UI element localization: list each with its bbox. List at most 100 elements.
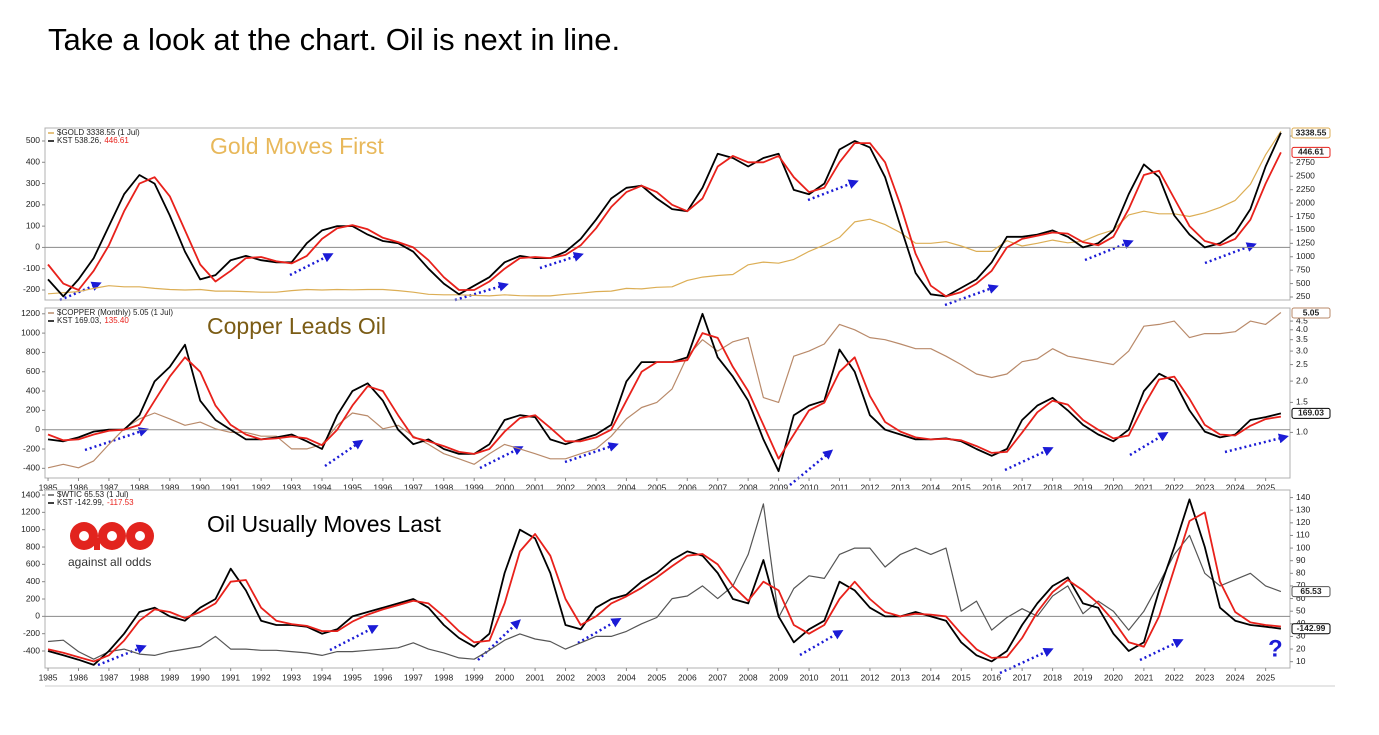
y-tick-label: 600 [26, 366, 40, 376]
x-tick-label: 2000 [495, 672, 514, 682]
legend-label: $GOLD 3338.55 (1 Jul) [57, 128, 140, 137]
slide-title: Take a look at the chart. Oil is next in… [48, 22, 620, 57]
x-tick-label: 2002 [556, 672, 575, 682]
x-tick-label: 2015 [952, 672, 971, 682]
y2-tick-label: 1750 [1296, 211, 1315, 221]
x-tick-label: 2007 [708, 482, 727, 492]
y-tick-label: 0 [35, 611, 40, 621]
y2-tick-label: 90 [1296, 555, 1306, 565]
y2-tick-label: 1000 [1296, 251, 1315, 261]
y2-tick-label: 30 [1296, 631, 1306, 641]
y-tick-label: 400 [26, 157, 40, 167]
y-tick-label: 200 [26, 199, 40, 209]
x-tick-label: 2004 [617, 672, 636, 682]
y2-tick-label: 2750 [1296, 157, 1315, 167]
x-tick-label: 2012 [860, 672, 879, 682]
x-tick-label: 2016 [982, 672, 1001, 682]
trend-arrows [59, 179, 1289, 675]
x-tick-label: 1987 [99, 672, 118, 682]
x-tick-label: 2012 [860, 482, 879, 492]
end-label-box [1291, 586, 1331, 598]
series-line [47, 498, 1282, 666]
end-label: 5.05 [1303, 307, 1320, 317]
x-tick-label: 2020 [1104, 482, 1123, 492]
legend-label: KST 538.26, 446.61 [57, 136, 129, 145]
x-tick-label: 1993 [282, 672, 301, 682]
y-tick-label: 1000 [21, 524, 40, 534]
y-tick-label: 0 [35, 424, 40, 434]
y2-tick-label: 70 [1296, 580, 1306, 590]
x-tick-label: 1993 [282, 482, 301, 492]
legend-label: 135.40 [104, 316, 129, 325]
legend-label: 446.61 [104, 136, 129, 145]
x-tick-label: 1986 [69, 672, 88, 682]
y2-tick-label: 100 [1296, 542, 1310, 552]
x-tick-label: 1990 [191, 482, 210, 492]
y2-tick-label: 80 [1296, 568, 1306, 578]
y-tick-label: 500 [26, 135, 40, 145]
y-tick-label: -400 [23, 645, 40, 655]
y-tick-label: 1000 [21, 327, 40, 337]
y-tick-label: 400 [26, 576, 40, 586]
y-tick-label: 800 [26, 541, 40, 551]
logo: against all odds [68, 522, 154, 569]
x-tick-label: 1998 [434, 482, 453, 492]
x-tick-label: 1996 [373, 482, 392, 492]
y2-tick-label: 500 [1296, 278, 1310, 288]
panel-frame [44, 307, 1291, 479]
x-tick-label: 2025 [1256, 482, 1275, 492]
y-tick-label: 1200 [21, 308, 40, 318]
legend-label: $WTIC 65.53 (1 Jul) [57, 490, 129, 499]
x-tick-label: 2023 [1195, 482, 1214, 492]
x-tick-label: 2025 [1256, 672, 1275, 682]
x-tick-label: 2019 [1074, 482, 1093, 492]
y2-tick-label: 2.0 [1296, 375, 1308, 385]
x-tick-label: 2020 [1104, 672, 1123, 682]
x-tick-label: 2022 [1165, 672, 1184, 682]
x-tick-label: 1999 [465, 672, 484, 682]
x-tick-label: 2003 [587, 672, 606, 682]
y-tick-label: 0 [35, 242, 40, 252]
x-tick-label: 2017 [1013, 672, 1032, 682]
y-tick-label: 200 [26, 405, 40, 415]
y2-tick-label: 3.5 [1296, 334, 1308, 344]
series-line [47, 503, 1282, 660]
x-tick-label: 2019 [1074, 672, 1093, 682]
y2-tick-label: 50 [1296, 605, 1306, 615]
series-line [47, 332, 1282, 460]
x-tick-label: 2024 [1226, 672, 1245, 682]
y-tick-label: 100 [26, 220, 40, 230]
x-tick-label: 2011 [830, 482, 849, 492]
y2-tick-label: 1.0 [1296, 427, 1308, 437]
x-tick-label: 1994 [313, 672, 332, 682]
x-tick-label: 1996 [373, 672, 392, 682]
y2-tick-label: 2250 [1296, 184, 1315, 194]
y-tick-label: -400 [23, 463, 40, 473]
x-tick-label: 1988 [130, 672, 149, 682]
end-label-box [1291, 623, 1331, 635]
y-tick-label: -200 [23, 284, 40, 294]
x-tick-label: 1998 [434, 672, 453, 682]
x-tick-label: 2024 [1226, 482, 1245, 492]
x-tick-label: 1987 [99, 482, 118, 492]
x-tick-label: 1995 [343, 672, 362, 682]
y-tick-label: 800 [26, 347, 40, 357]
x-tick-label: 1990 [191, 672, 210, 682]
x-tick-label: 1997 [404, 672, 423, 682]
x-tick-label: 2014 [921, 672, 940, 682]
y-tick-label: -200 [23, 443, 40, 453]
y-tick-label: 600 [26, 559, 40, 569]
panel-frame [44, 489, 1291, 669]
panel-frame [44, 127, 1291, 301]
callout: ? [1268, 635, 1283, 662]
end-label: -142.99 [1297, 623, 1326, 633]
x-tick-label: 1991 [221, 482, 240, 492]
x-tick-label: 2009 [769, 672, 788, 682]
x-tick-label: 1985 [39, 482, 58, 492]
end-label-box [1291, 127, 1331, 139]
x-tick-label: 2010 [800, 672, 819, 682]
legend-label: -117.53 [107, 498, 134, 507]
y2-tick-label: 4.5 [1296, 315, 1308, 325]
series-line [47, 142, 1282, 298]
